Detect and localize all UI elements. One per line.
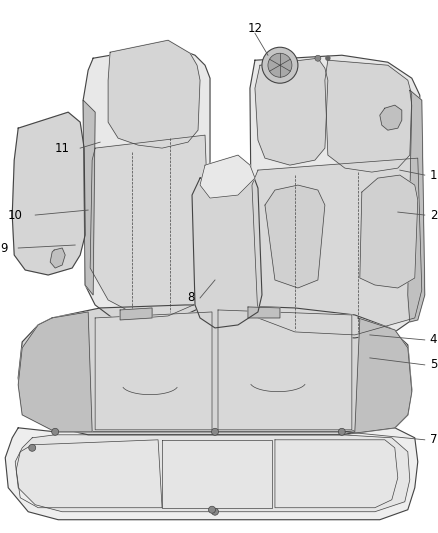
Polygon shape <box>95 312 212 430</box>
Circle shape <box>268 53 292 77</box>
Circle shape <box>29 445 36 451</box>
Polygon shape <box>18 305 412 435</box>
Polygon shape <box>108 41 200 148</box>
Circle shape <box>208 506 215 513</box>
Polygon shape <box>408 90 425 322</box>
Polygon shape <box>380 105 402 130</box>
Circle shape <box>315 55 321 61</box>
Polygon shape <box>15 435 410 512</box>
Polygon shape <box>83 100 95 295</box>
Circle shape <box>326 56 330 60</box>
Polygon shape <box>90 135 210 318</box>
Circle shape <box>52 429 59 435</box>
Polygon shape <box>255 58 328 165</box>
Text: 5: 5 <box>430 358 437 372</box>
Circle shape <box>339 429 345 435</box>
Polygon shape <box>342 318 412 435</box>
Circle shape <box>262 47 298 83</box>
Polygon shape <box>12 112 85 275</box>
Polygon shape <box>192 165 262 328</box>
Polygon shape <box>252 158 422 335</box>
Text: 12: 12 <box>248 22 263 35</box>
Text: 1: 1 <box>430 168 437 182</box>
Polygon shape <box>18 312 92 432</box>
Polygon shape <box>360 175 418 288</box>
Polygon shape <box>248 307 280 318</box>
Circle shape <box>212 429 219 435</box>
Polygon shape <box>120 308 152 320</box>
Text: 11: 11 <box>55 142 70 155</box>
Text: 4: 4 <box>430 334 437 346</box>
Polygon shape <box>265 185 325 288</box>
Polygon shape <box>250 55 422 338</box>
Text: 2: 2 <box>430 208 437 222</box>
Polygon shape <box>83 45 210 325</box>
Polygon shape <box>325 60 412 172</box>
Text: 9: 9 <box>1 241 8 255</box>
Polygon shape <box>50 248 65 268</box>
Text: 10: 10 <box>7 208 22 222</box>
Text: 7: 7 <box>430 433 437 446</box>
Polygon shape <box>5 428 418 520</box>
Circle shape <box>212 508 219 515</box>
Text: 8: 8 <box>187 292 195 304</box>
Polygon shape <box>218 310 352 430</box>
Polygon shape <box>200 155 255 198</box>
